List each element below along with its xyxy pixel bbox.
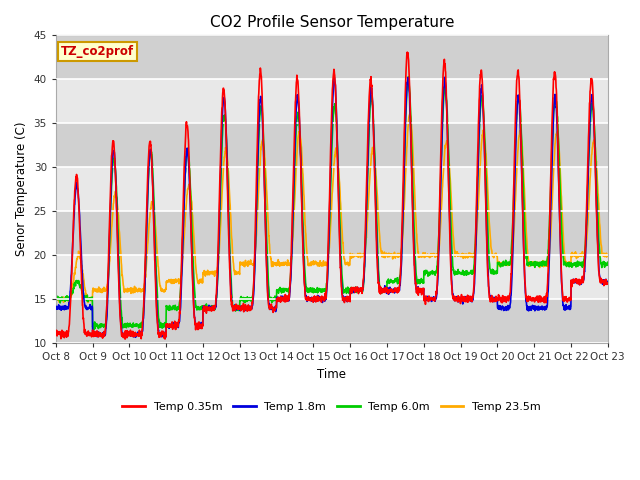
Temp 23.5m	[206, 269, 214, 275]
Temp 0.35m	[604, 281, 612, 287]
Temp 23.5m	[571, 253, 579, 259]
Temp 0.35m	[493, 297, 500, 303]
Temp 1.8m	[441, 74, 449, 80]
Temp 23.5m	[556, 150, 563, 156]
Temp 23.5m	[360, 252, 367, 257]
Temp 6.0m	[52, 295, 60, 301]
Legend: Temp 0.35m, Temp 1.8m, Temp 6.0m, Temp 23.5m: Temp 0.35m, Temp 1.8m, Temp 6.0m, Temp 2…	[118, 398, 545, 417]
Temp 23.5m	[52, 297, 60, 302]
Line: Temp 1.8m: Temp 1.8m	[56, 77, 608, 337]
Temp 23.5m	[84, 300, 92, 305]
Temp 6.0m	[348, 288, 356, 294]
Text: TZ_co2prof: TZ_co2prof	[61, 45, 134, 59]
Temp 23.5m	[604, 252, 612, 257]
Title: CO2 Profile Sensor Temperature: CO2 Profile Sensor Temperature	[209, 15, 454, 30]
Temp 23.5m	[348, 254, 356, 260]
Temp 1.8m	[556, 205, 563, 211]
Temp 6.0m	[206, 305, 214, 311]
Line: Temp 23.5m: Temp 23.5m	[56, 113, 608, 302]
Bar	[56, 123, 608, 167]
Temp 0.35m	[571, 277, 579, 283]
Bar	[56, 211, 608, 255]
Y-axis label: Senor Temperature (C): Senor Temperature (C)	[15, 122, 28, 256]
Temp 23.5m	[406, 110, 413, 116]
Temp 0.35m	[348, 285, 356, 290]
Temp 1.8m	[132, 335, 140, 340]
Temp 0.35m	[360, 271, 367, 276]
Temp 6.0m	[90, 326, 98, 332]
Temp 6.0m	[604, 259, 612, 265]
Temp 1.8m	[360, 277, 367, 283]
Bar	[56, 299, 608, 343]
Temp 23.5m	[493, 252, 500, 258]
Temp 0.35m	[52, 328, 60, 334]
Temp 1.8m	[52, 306, 60, 312]
Temp 0.35m	[206, 304, 214, 310]
Temp 1.8m	[493, 298, 500, 304]
Temp 6.0m	[571, 263, 579, 268]
Temp 1.8m	[571, 280, 579, 286]
Temp 0.35m	[403, 49, 411, 55]
Line: Temp 6.0m: Temp 6.0m	[56, 77, 608, 329]
Temp 6.0m	[404, 74, 412, 80]
Temp 0.35m	[556, 201, 563, 206]
Temp 6.0m	[360, 279, 367, 285]
Temp 1.8m	[348, 287, 356, 293]
Temp 6.0m	[556, 161, 563, 167]
Temp 6.0m	[493, 268, 500, 274]
Temp 1.8m	[206, 303, 214, 309]
Temp 0.35m	[121, 336, 129, 342]
X-axis label: Time: Time	[317, 368, 346, 381]
Line: Temp 0.35m: Temp 0.35m	[56, 52, 608, 339]
Bar	[56, 36, 608, 79]
Temp 1.8m	[604, 279, 612, 285]
